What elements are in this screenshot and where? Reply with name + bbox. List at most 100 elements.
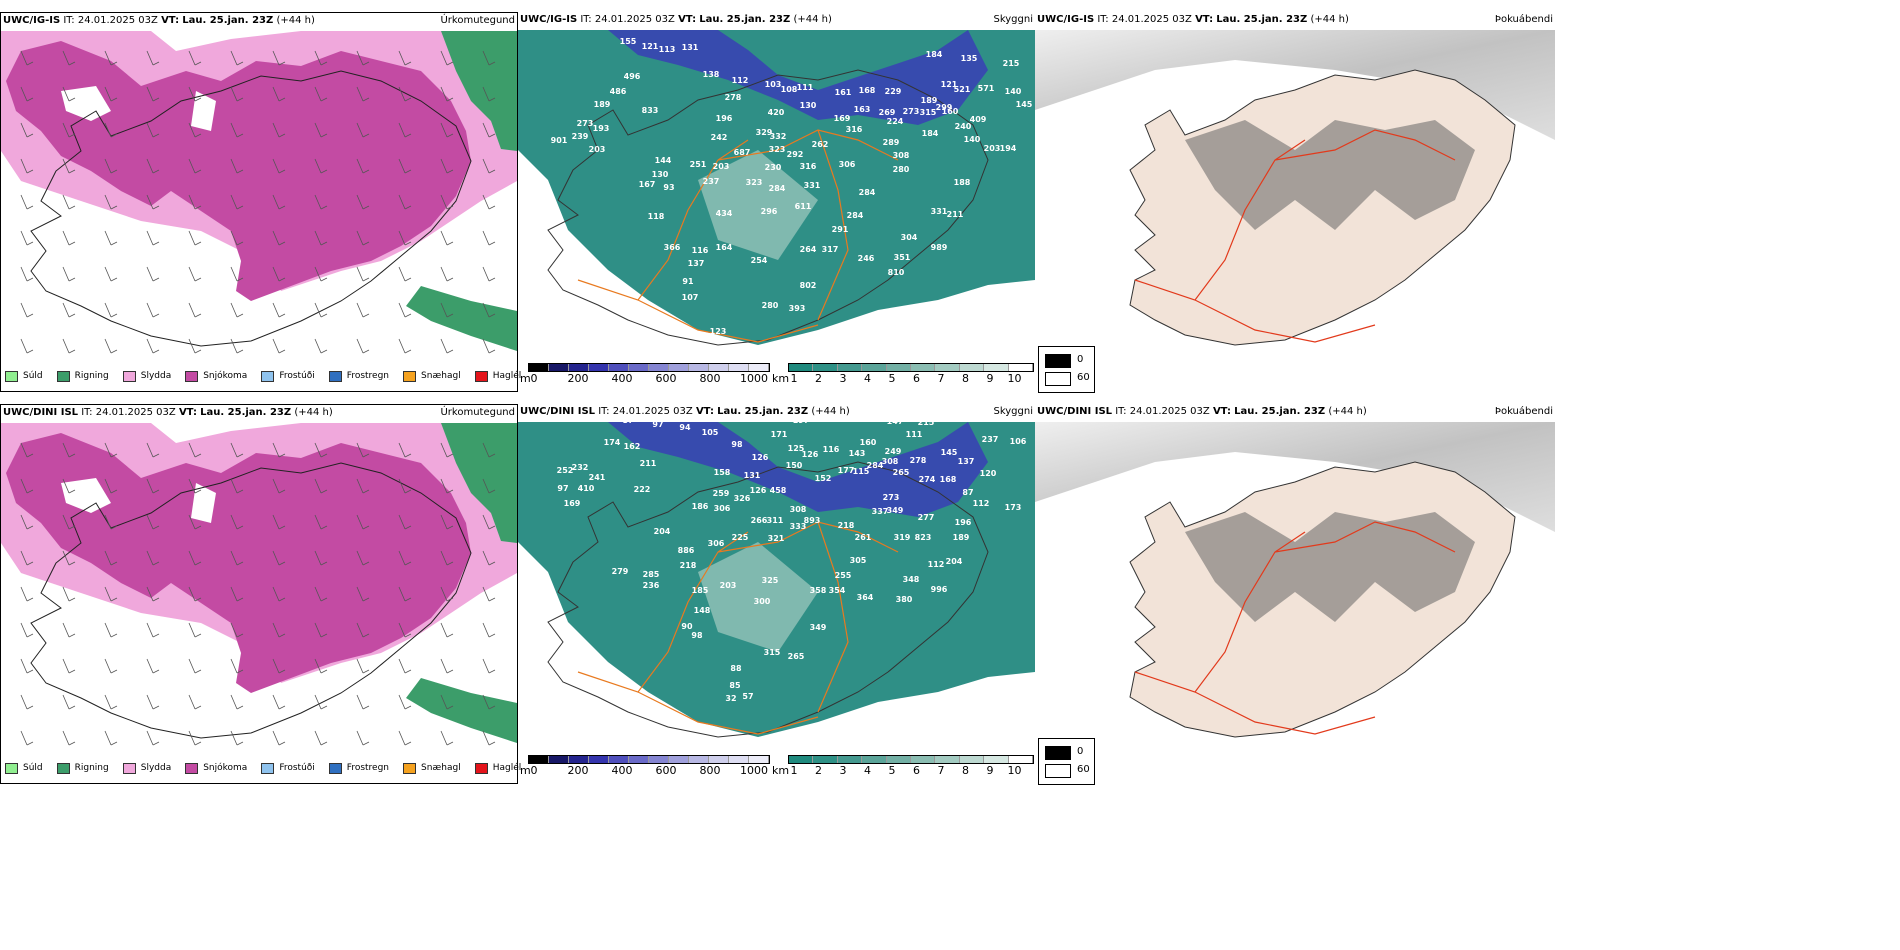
cloud-base-label: 237 bbox=[982, 435, 999, 444]
wind-barb bbox=[272, 122, 280, 138]
cloud-base-label: 262 bbox=[812, 140, 829, 149]
wind-barb-flag bbox=[236, 597, 244, 602]
wind-barb-flag bbox=[278, 241, 286, 246]
cloud-base-label: 168 bbox=[940, 475, 957, 484]
cloud-base-label: 996 bbox=[931, 585, 948, 594]
legend-swatch bbox=[122, 370, 136, 382]
wind-barb-flag bbox=[278, 205, 286, 210]
legend-swatch bbox=[403, 370, 417, 382]
wind-barb-flag bbox=[194, 277, 202, 282]
wind-barb-flag bbox=[488, 489, 496, 494]
colorbar-swatch bbox=[984, 364, 1009, 371]
colorbar-tick: 4 bbox=[864, 372, 871, 385]
cloud-base-label: 266 bbox=[751, 516, 768, 525]
wind-barb bbox=[398, 338, 406, 354]
legend-swatch bbox=[5, 370, 18, 382]
wind-barb-flag bbox=[446, 349, 454, 354]
wind-barb-flag bbox=[278, 597, 286, 602]
wind-barb bbox=[104, 302, 112, 318]
wind-barb bbox=[440, 622, 448, 638]
cloud-base-label: 348 bbox=[903, 575, 920, 584]
colorbar-swatch bbox=[589, 364, 609, 371]
wind-barb bbox=[356, 586, 364, 602]
colorbar-tick: 10 bbox=[1007, 764, 1022, 777]
wind-barb bbox=[20, 86, 28, 102]
it-label: IT: bbox=[1115, 406, 1127, 417]
wind-barb bbox=[146, 586, 154, 602]
panel-title: Skyggni bbox=[993, 14, 1033, 25]
legend-item: Frostregn bbox=[328, 762, 389, 774]
colorbar-swatch bbox=[984, 756, 1009, 763]
cloud-base-label: 215 bbox=[1003, 59, 1020, 68]
cloud-base-label: 194 bbox=[1000, 144, 1017, 153]
cloud-base-label: 126 bbox=[750, 486, 767, 495]
cloud-base-map: 8797941059819728617114725321525221816011… bbox=[518, 422, 1035, 746]
cloud-base-label: 144 bbox=[655, 156, 672, 165]
wind-barb bbox=[230, 338, 238, 354]
wind-barb-flag bbox=[26, 241, 34, 246]
wind-barb bbox=[356, 194, 364, 210]
model-name: UWC/IG-IS bbox=[3, 15, 61, 26]
cloud-base-label: 222 bbox=[634, 485, 651, 494]
cloud-base-label: 118 bbox=[648, 212, 665, 221]
wind-barb bbox=[314, 550, 322, 566]
wind-barb-flag bbox=[362, 205, 370, 210]
wind-barb bbox=[104, 658, 112, 674]
cloud-base-label: 349 bbox=[887, 506, 904, 515]
fog-mountain-shading bbox=[1185, 120, 1475, 230]
cloud-base-label: 280 bbox=[762, 301, 779, 310]
panel-title: Þokuábendi bbox=[1494, 406, 1553, 417]
wind-barb bbox=[146, 442, 154, 458]
wind-barb-flag bbox=[26, 169, 34, 174]
cloud-base-label: 286 bbox=[829, 422, 846, 423]
colorbar-swatch bbox=[789, 756, 814, 763]
cloud-base-label: 252 bbox=[557, 466, 574, 475]
legend-item: Snjókoma bbox=[185, 762, 247, 774]
wind-barb bbox=[62, 194, 70, 210]
colorbar-swatch bbox=[813, 756, 838, 763]
wind-barb-flag bbox=[488, 277, 496, 282]
wind-barb-flag bbox=[320, 169, 328, 174]
cloud-base-label: 158 bbox=[714, 468, 731, 477]
wind-barb-flag bbox=[404, 61, 412, 66]
colorbar-tick: 1 bbox=[790, 764, 798, 777]
wind-barb bbox=[146, 478, 154, 494]
wind-barb-flag bbox=[404, 241, 412, 246]
cloud-base-label: 103 bbox=[765, 80, 782, 89]
wind-barb bbox=[62, 658, 70, 674]
cloud-base-label: 116 bbox=[692, 246, 709, 255]
wind-barb-flag bbox=[236, 349, 244, 354]
cloud-base-label: 265 bbox=[893, 468, 910, 477]
colorbar-swatch bbox=[529, 756, 549, 763]
wind-barb bbox=[482, 658, 490, 674]
wind-barb bbox=[314, 50, 322, 66]
wind-barb-flag bbox=[278, 61, 286, 66]
wind-barb-flag bbox=[320, 313, 328, 318]
coastline bbox=[30, 462, 472, 739]
wind-barb bbox=[20, 194, 28, 210]
wind-barb-flag bbox=[446, 133, 454, 138]
wind-barb-flag bbox=[152, 97, 160, 102]
wind-barb-flag bbox=[68, 97, 76, 102]
fog-key-black-label: 0 bbox=[1077, 354, 1084, 365]
cloud-base-label: 115 bbox=[853, 467, 870, 476]
cloud-base-panel: UWC/IG-IS IT: 24.01.2025 03Z VT: Lau. 25… bbox=[518, 12, 1035, 392]
colorbar-tick: 0 bbox=[530, 372, 538, 385]
colorbar-swatch bbox=[837, 756, 863, 763]
wind-barb-flag bbox=[194, 205, 202, 210]
wind-barb bbox=[104, 194, 112, 210]
precip-type-map bbox=[1, 423, 517, 747]
wind-barb-flag bbox=[110, 669, 118, 674]
wind-barb-flag bbox=[362, 705, 370, 710]
wind-barb bbox=[482, 266, 490, 282]
wind-barb bbox=[104, 586, 112, 602]
wind-barb-flag bbox=[68, 349, 76, 354]
wind-barb-flag bbox=[236, 169, 244, 174]
colorbar-swatch bbox=[569, 756, 589, 763]
legend-item: Frostregn bbox=[328, 370, 389, 382]
wind-barb-flag bbox=[278, 741, 286, 746]
wind-barb-flag bbox=[26, 133, 34, 138]
cloud-base-label: 278 bbox=[910, 456, 927, 465]
wind-barb-flag bbox=[236, 61, 244, 66]
legend-swatch bbox=[474, 370, 488, 382]
